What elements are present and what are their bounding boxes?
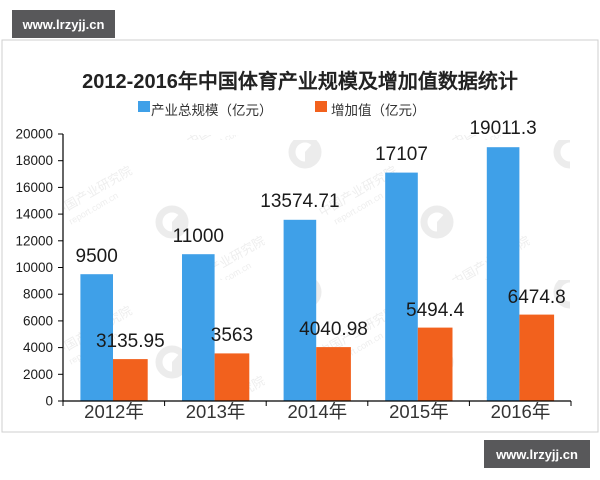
svg-text:19011.3: 19011.3 (469, 118, 536, 139)
svg-text:16000: 16000 (15, 180, 53, 195)
svg-text:11000: 11000 (173, 226, 224, 247)
svg-text:18000: 18000 (15, 153, 53, 168)
svg-text:12000: 12000 (15, 233, 53, 248)
svg-text:2013年: 2013年 (186, 401, 246, 422)
svg-text:6474.8: 6474.8 (508, 287, 566, 308)
svg-text:0: 0 (45, 394, 53, 409)
svg-text:2000: 2000 (23, 367, 53, 382)
svg-text:4000: 4000 (23, 340, 53, 355)
svg-text:9500: 9500 (76, 246, 118, 267)
svg-text:3135.95: 3135.95 (96, 331, 165, 352)
svg-text:2012年: 2012年 (84, 401, 144, 422)
svg-text:3563: 3563 (211, 325, 253, 346)
svg-text:5494.4: 5494.4 (406, 300, 465, 321)
svg-text:2015年: 2015年 (389, 401, 449, 422)
svg-text:6000: 6000 (23, 313, 53, 328)
svg-text:2014年: 2014年 (287, 401, 347, 422)
svg-text:4040.98: 4040.98 (299, 319, 368, 340)
svg-text:13574.71: 13574.71 (260, 191, 339, 212)
svg-text:17107: 17107 (375, 144, 428, 165)
svg-text:14000: 14000 (15, 207, 53, 222)
svg-text:10000: 10000 (15, 260, 53, 275)
svg-text:20000: 20000 (15, 127, 53, 142)
svg-text:2016年: 2016年 (491, 401, 551, 422)
svg-text:8000: 8000 (23, 287, 53, 302)
